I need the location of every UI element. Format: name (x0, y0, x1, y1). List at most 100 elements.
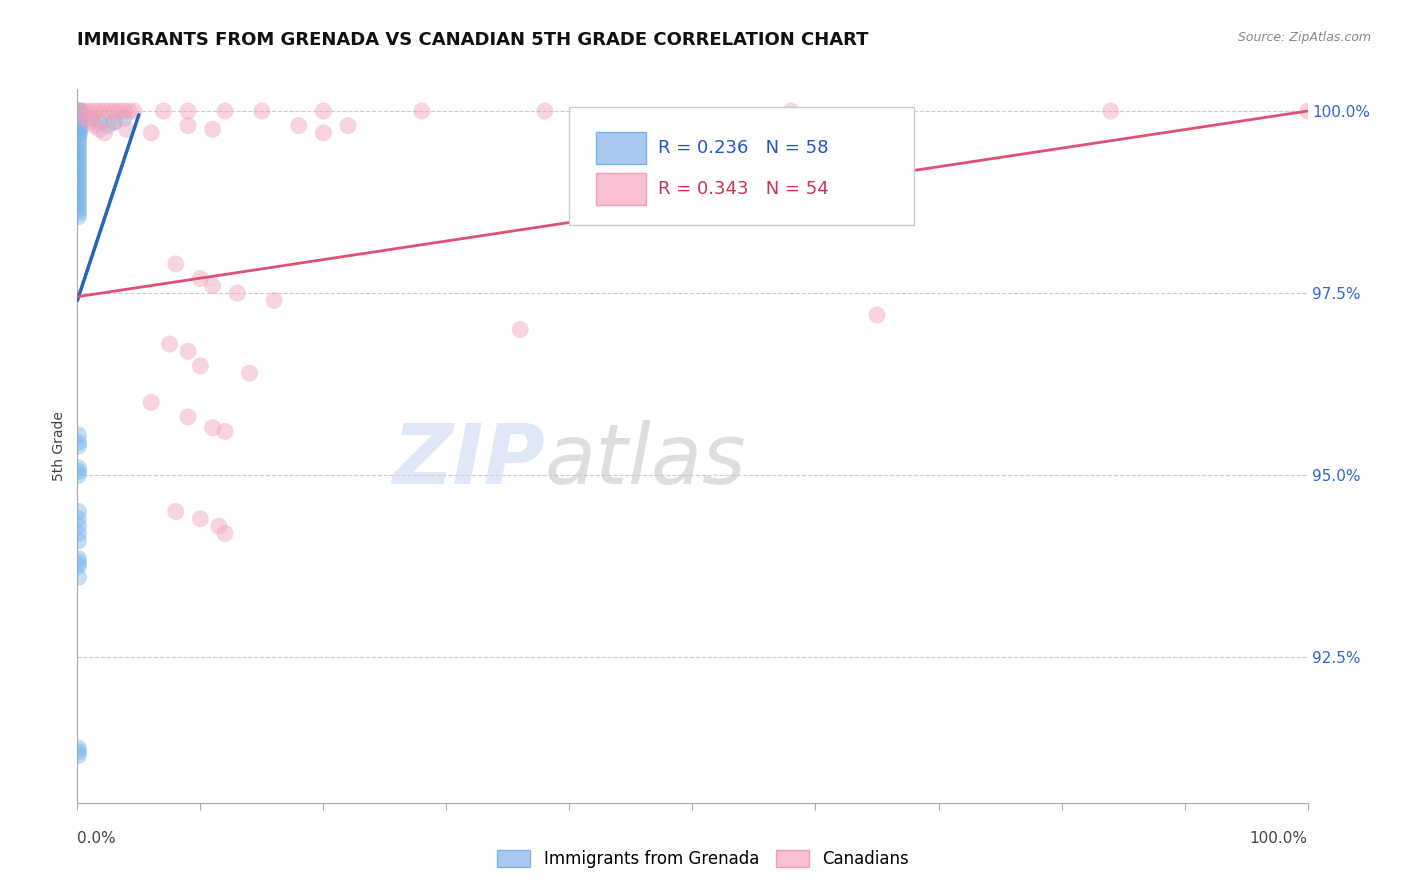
Point (89, 103, 111, 118)
Point (69, 112, 91, 126)
Point (89, 122, 111, 136)
Point (67, 126, 90, 140)
Point (79, 103, 101, 118)
Point (67, 144, 90, 158)
Point (509, 322, 531, 336)
Point (780, 103, 803, 118)
Point (214, 425, 236, 439)
Point (103, 103, 125, 118)
Point (67, 155, 90, 169)
Text: R = 0.236   N = 58: R = 0.236 N = 58 (658, 139, 828, 157)
Point (201, 278, 224, 293)
Point (67, 526, 90, 541)
Point (83, 119, 105, 133)
Point (263, 293, 285, 308)
Point (188, 512, 212, 526)
Point (98, 103, 121, 118)
Point (73, 112, 96, 126)
Text: ZIP: ZIP (392, 420, 546, 500)
Point (93, 126, 115, 140)
Point (69, 108, 91, 122)
Text: 0.0%: 0.0% (77, 831, 117, 846)
Point (67, 206, 90, 220)
Point (312, 103, 335, 118)
Point (177, 409, 200, 424)
Point (73, 103, 96, 118)
Point (70, 103, 93, 118)
Point (82, 112, 104, 126)
Point (201, 122, 224, 136)
Point (141, 395, 163, 409)
Point (83, 103, 105, 118)
Point (312, 126, 335, 140)
Point (165, 257, 187, 271)
Point (67, 122, 90, 136)
Point (67, 166, 90, 180)
Point (112, 103, 135, 118)
Point (214, 526, 236, 541)
Point (67, 136, 90, 151)
Point (79, 115, 101, 129)
Point (67, 112, 90, 126)
Point (67, 556, 90, 570)
Point (67, 504, 90, 518)
Point (67, 533, 90, 548)
Point (67, 435, 90, 450)
Y-axis label: 5th Grade: 5th Grade (52, 411, 66, 481)
Point (67, 570, 90, 584)
Point (67, 119, 90, 133)
Point (1296, 103, 1319, 118)
Point (67, 552, 90, 566)
Point (67, 465, 90, 479)
Point (97, 119, 120, 133)
Point (70, 112, 93, 126)
Bar (596, 132, 645, 164)
Point (226, 286, 249, 301)
Point (115, 122, 138, 136)
Point (67, 512, 90, 526)
Point (67, 195, 90, 210)
Point (214, 103, 236, 118)
Point (67, 162, 90, 177)
Point (67, 140, 90, 154)
Point (67, 147, 90, 161)
Point (201, 421, 224, 435)
Point (67, 199, 90, 213)
Point (177, 119, 200, 133)
Point (67, 428, 90, 442)
Point (67, 439, 90, 453)
Point (67, 745, 90, 759)
Point (177, 344, 200, 359)
Point (67, 169, 90, 184)
Point (69, 115, 91, 129)
Point (67, 187, 90, 202)
Legend: Immigrants from Grenada, Canadians: Immigrants from Grenada, Canadians (491, 843, 915, 875)
Point (337, 119, 360, 133)
Point (67, 180, 90, 194)
Point (188, 359, 212, 373)
Point (108, 103, 131, 118)
Point (239, 366, 262, 380)
Point (67, 210, 90, 224)
Point (103, 115, 125, 129)
Point (67, 133, 90, 147)
Point (67, 191, 90, 205)
Point (67, 129, 90, 144)
Point (67, 159, 90, 173)
Point (866, 308, 889, 322)
Point (89, 115, 111, 129)
Point (69, 119, 91, 133)
Text: Source: ZipAtlas.com: Source: ZipAtlas.com (1237, 31, 1371, 45)
Point (1099, 103, 1122, 118)
Point (112, 112, 135, 126)
Point (288, 119, 311, 133)
Point (188, 271, 212, 285)
Text: R = 0.343   N = 54: R = 0.343 N = 54 (658, 180, 828, 198)
Point (69, 103, 91, 118)
Point (250, 103, 273, 118)
Point (70, 103, 93, 118)
Point (67, 460, 90, 475)
Point (208, 519, 231, 533)
Point (67, 468, 90, 483)
Point (103, 115, 125, 129)
